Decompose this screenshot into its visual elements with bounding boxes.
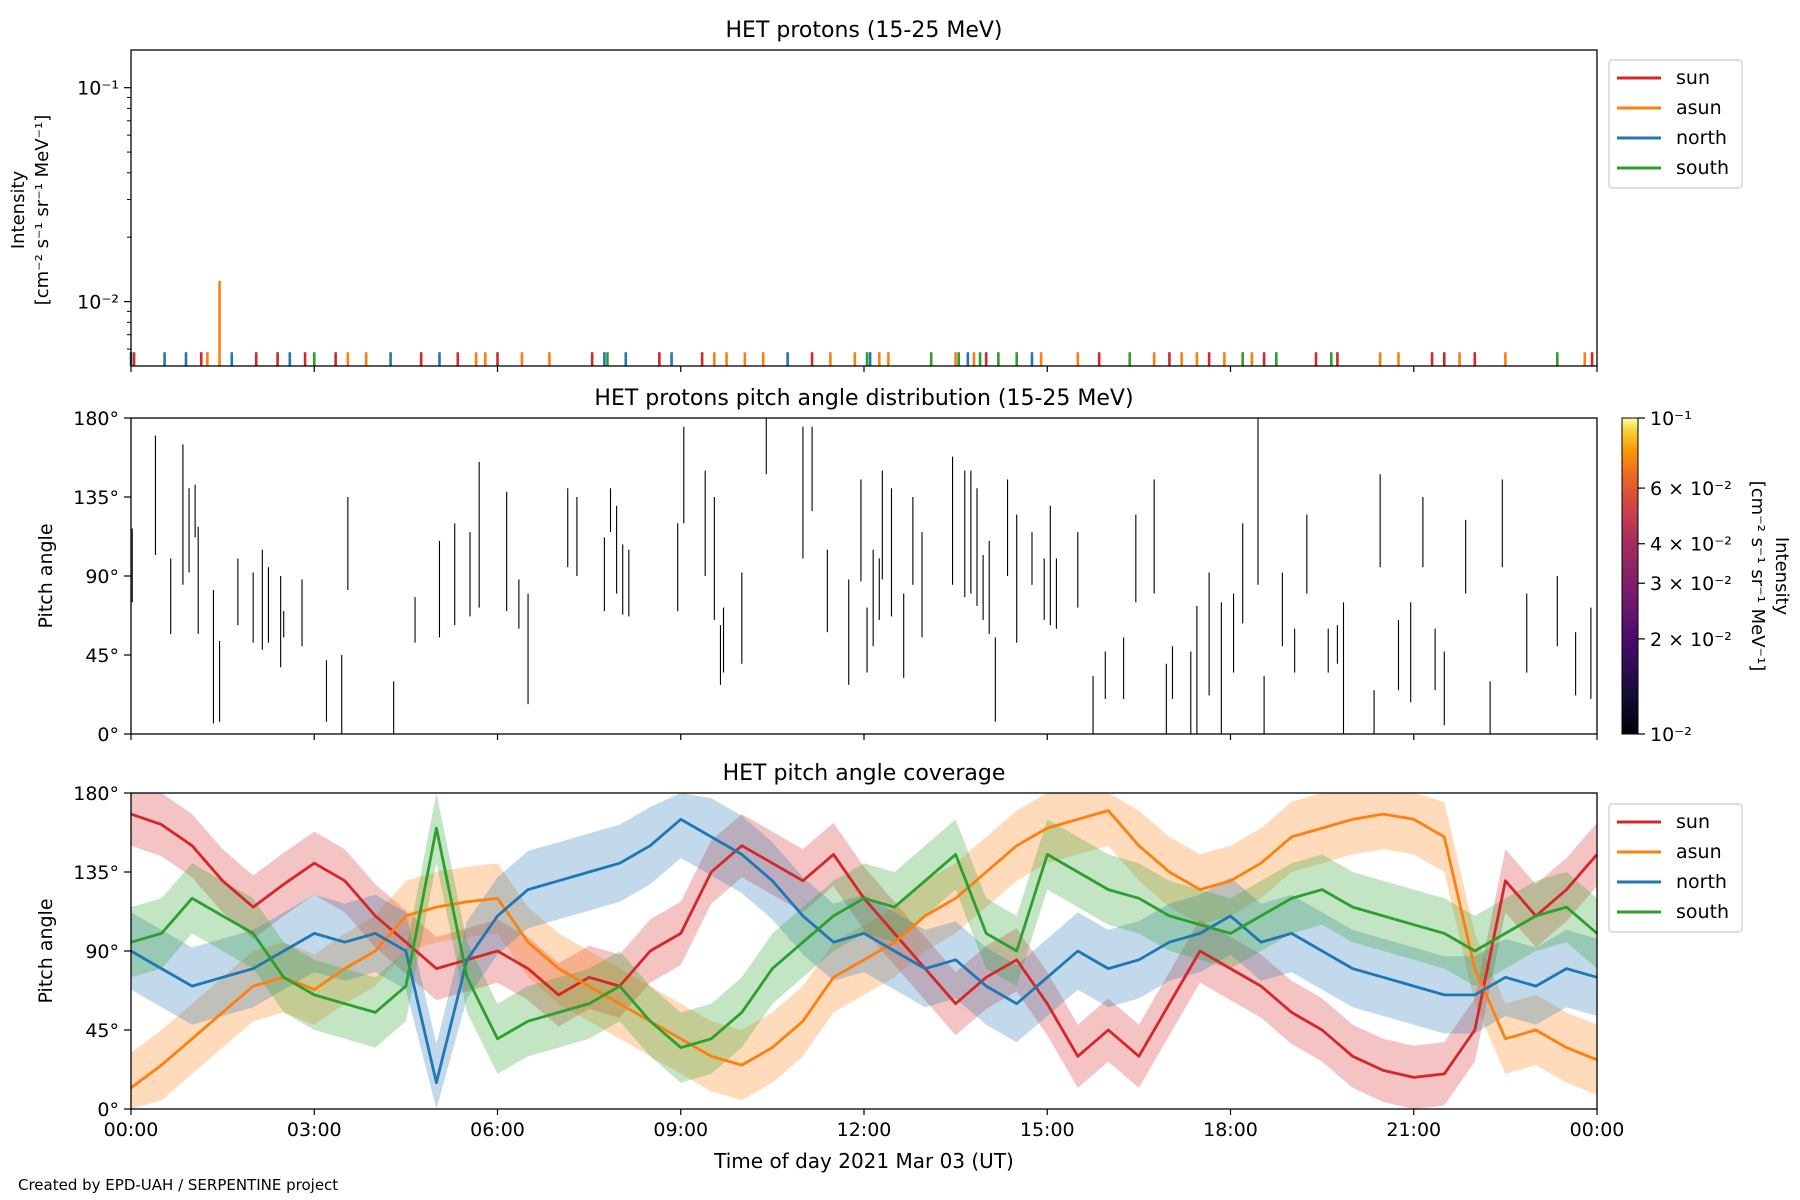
asun-band <box>131 793 1597 1109</box>
x-axis-label: Time of day 2021 Mar 03 (UT) <box>713 1149 1014 1173</box>
colorbar <box>1621 417 1639 735</box>
panel1-ylabel-line2: [cm⁻² s⁻¹ sr⁻¹ MeV⁻¹] <box>32 115 53 306</box>
panel1-title: HET protons (15-25 MeV) <box>726 18 1003 43</box>
x-tick-label: 00:00 <box>104 1119 159 1141</box>
y-tick-label: 90° <box>85 941 119 963</box>
colorbar-label-line1: Intensity <box>1771 537 1792 616</box>
y-tick-label: 45° <box>85 645 119 667</box>
colorbar-tick-label: 10⁻² <box>1650 724 1692 746</box>
south-line <box>130 826 1598 1049</box>
legend1-asun-label: asun <box>1676 97 1722 119</box>
panel2-segments <box>131 418 1592 734</box>
panel1-x-ticks <box>130 366 1598 372</box>
x-tick-label: 18:00 <box>1203 1119 1258 1141</box>
north-band <box>131 793 1597 1109</box>
south-band <box>131 793 1597 1083</box>
colorbar-tick-label: 6 × 10⁻² <box>1650 478 1732 500</box>
panel3-ylabel: Pitch angle <box>35 898 57 1003</box>
panel2-ylabel: Pitch angle <box>35 523 57 628</box>
panel3-legend: sun asun north south <box>1608 803 1743 933</box>
colorbar-ticks: 10⁻¹ 6 × 10⁻² 4 × 10⁻² 3 × 10⁻² 2 × 10⁻² 10⁻² <box>1638 408 1732 746</box>
y-tick-label: 135° <box>73 862 119 884</box>
colorbar-tick-label: 4 × 10⁻² <box>1650 534 1732 556</box>
panel3-legend-box <box>1608 803 1743 933</box>
panel2-y-ticks: 0° 45° 90° 135° 180° <box>73 408 131 746</box>
asun-line <box>130 809 1598 1090</box>
legend3-asun-label: asun <box>1676 841 1722 863</box>
panel3-x-ticks: 00:00 03:00 06:00 09:00 12:00 15:00 18:00 21:00… <box>104 1109 1625 1141</box>
panel1-y-ticks: 10⁻¹ 10⁻² <box>77 78 131 350</box>
y-tick-label: 90° <box>85 566 119 588</box>
legend1-south-label: south <box>1676 157 1729 179</box>
x-tick-label: 03:00 <box>287 1119 342 1141</box>
panel-pitch-coverage: HET pitch angle coverage 0° 45° 90° 135° 180… <box>35 761 1743 1173</box>
panel-pitch-distribution: HET protons pitch angle distribution (15… <box>35 386 1792 746</box>
x-tick-label: 15:00 <box>1020 1119 1075 1141</box>
legend1-sun-label: sun <box>1676 67 1710 89</box>
colorbar-tick-label: 3 × 10⁻² <box>1650 573 1732 595</box>
panel3-series <box>130 793 1599 1109</box>
y-tick-label: 10⁻¹ <box>77 78 119 100</box>
y-tick-label: 135° <box>73 487 119 509</box>
legend3-north-label: north <box>1676 871 1727 893</box>
panel1-ylabel-line1: Intensity <box>8 170 29 249</box>
colorbar-label-line2: [cm⁻² s⁻¹ sr⁻¹ MeV⁻¹] <box>1747 481 1768 672</box>
legend1-north-label: north <box>1676 127 1727 149</box>
legend3-sun-label: sun <box>1676 811 1710 833</box>
y-tick-label: 180° <box>73 783 119 805</box>
colorbar-tick-label: 10⁻¹ <box>1650 408 1692 430</box>
x-tick-label: 09:00 <box>653 1119 708 1141</box>
panel1-legend-box <box>1608 59 1743 189</box>
panel1-bars <box>129 280 1594 366</box>
panel2-x-ticks <box>130 734 1598 740</box>
sun-band <box>131 793 1597 1109</box>
x-tick-label: 00:00 <box>1570 1119 1625 1141</box>
y-tick-label: 0° <box>97 1099 119 1121</box>
x-tick-label: 12:00 <box>837 1119 892 1141</box>
colorbar-tick-label: 2 × 10⁻² <box>1650 629 1732 651</box>
credit-text: Created by EPD-UAH / SERPENTINE project <box>18 1176 338 1194</box>
x-tick-label: 06:00 <box>470 1119 525 1141</box>
y-tick-label: 180° <box>73 408 119 430</box>
panel1-legend: sun asun north south <box>1608 59 1743 189</box>
y-tick-label: 10⁻² <box>77 292 119 314</box>
x-tick-label: 21:00 <box>1386 1119 1441 1141</box>
north-line <box>130 817 1598 1085</box>
panel2-title: HET protons pitch angle distribution (15… <box>594 386 1133 411</box>
panel3-title: HET pitch angle coverage <box>723 761 1006 786</box>
panel-intensity: HET protons (15-25 MeV) 10⁻¹ 10⁻² Intensi… <box>8 18 1743 372</box>
panel3-y-ticks: 0° 45° 90° 135° 180° <box>73 783 131 1121</box>
y-tick-label: 45° <box>85 1020 119 1042</box>
y-tick-label: 0° <box>97 724 119 746</box>
legend3-south-label: south <box>1676 901 1729 923</box>
